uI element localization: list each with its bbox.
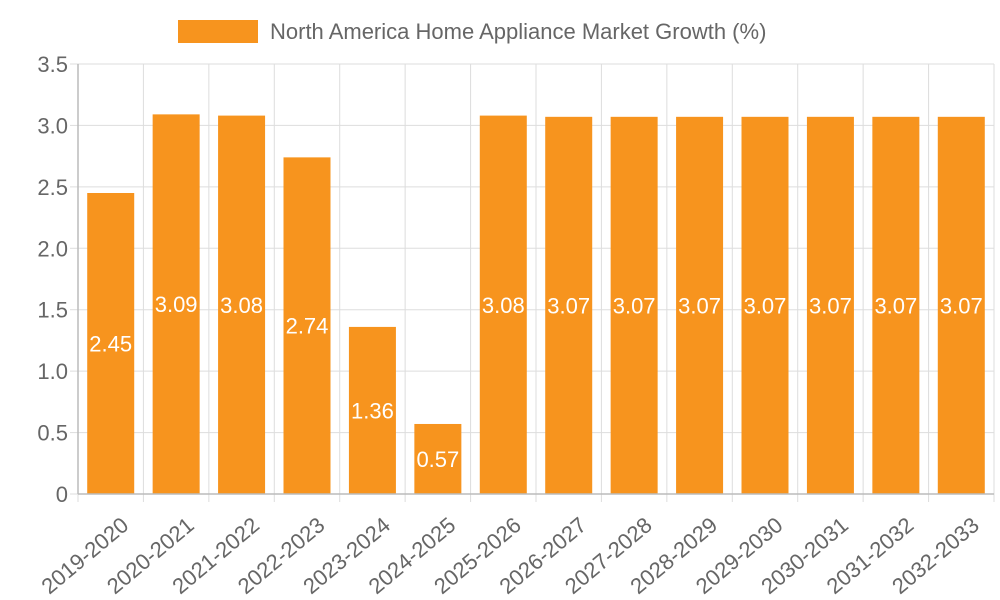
y-axis-labels: 0 0.5 1.0 1.5 2.0 2.5 3.0 3.5 bbox=[37, 52, 68, 507]
data-label: 3.07 bbox=[678, 293, 721, 318]
bar bbox=[545, 116, 593, 494]
data-label: 2.74 bbox=[286, 314, 329, 339]
bar bbox=[152, 114, 200, 494]
bar bbox=[676, 116, 724, 494]
data-labels: 2.45 3.09 3.08 2.74 1.36 0.57 3.08 3.07 3.07 3.07… bbox=[89, 292, 982, 472]
data-label: 3.07 bbox=[547, 293, 590, 318]
x-axis-labels: 2019-20202020-20212021-20222022-20232023… bbox=[37, 512, 984, 599]
data-label: 3.09 bbox=[155, 292, 198, 317]
axes bbox=[70, 63, 994, 495]
y-tick-label: 2.5 bbox=[37, 175, 68, 200]
grid bbox=[77, 63, 995, 502]
y-tick-label: 3.0 bbox=[37, 113, 68, 138]
data-label: 2.45 bbox=[89, 332, 132, 357]
legend[interactable]: North America Home Appliance Market Grow… bbox=[178, 19, 766, 44]
data-label: 3.08 bbox=[482, 293, 525, 318]
bars bbox=[87, 114, 985, 494]
data-label: 3.07 bbox=[809, 293, 852, 318]
legend-swatch bbox=[178, 20, 258, 43]
data-label: 3.07 bbox=[744, 293, 787, 318]
bar bbox=[348, 326, 396, 494]
bar bbox=[87, 193, 135, 494]
y-tick-label: 2.0 bbox=[37, 236, 68, 261]
bar bbox=[283, 157, 331, 494]
bar bbox=[806, 116, 854, 494]
bar bbox=[218, 115, 266, 494]
y-tick-label: 3.5 bbox=[37, 52, 68, 77]
bar bbox=[479, 115, 527, 494]
data-label: 3.07 bbox=[874, 293, 917, 318]
bar bbox=[741, 116, 789, 494]
y-tick-label: 1.5 bbox=[37, 298, 68, 323]
data-label: 1.36 bbox=[351, 398, 394, 423]
y-tick-label: 0 bbox=[56, 482, 68, 507]
data-label: 3.07 bbox=[940, 293, 983, 318]
data-label: 3.08 bbox=[220, 293, 263, 318]
y-tick-label: 0.5 bbox=[37, 421, 68, 446]
legend-label: North America Home Appliance Market Grow… bbox=[270, 19, 766, 44]
bar bbox=[937, 116, 985, 494]
data-label: 0.57 bbox=[416, 447, 459, 472]
bar bbox=[872, 116, 920, 494]
data-label: 3.07 bbox=[613, 293, 656, 318]
bar bbox=[610, 116, 658, 494]
y-tick-label: 1.0 bbox=[37, 359, 68, 384]
bar bbox=[414, 423, 462, 494]
